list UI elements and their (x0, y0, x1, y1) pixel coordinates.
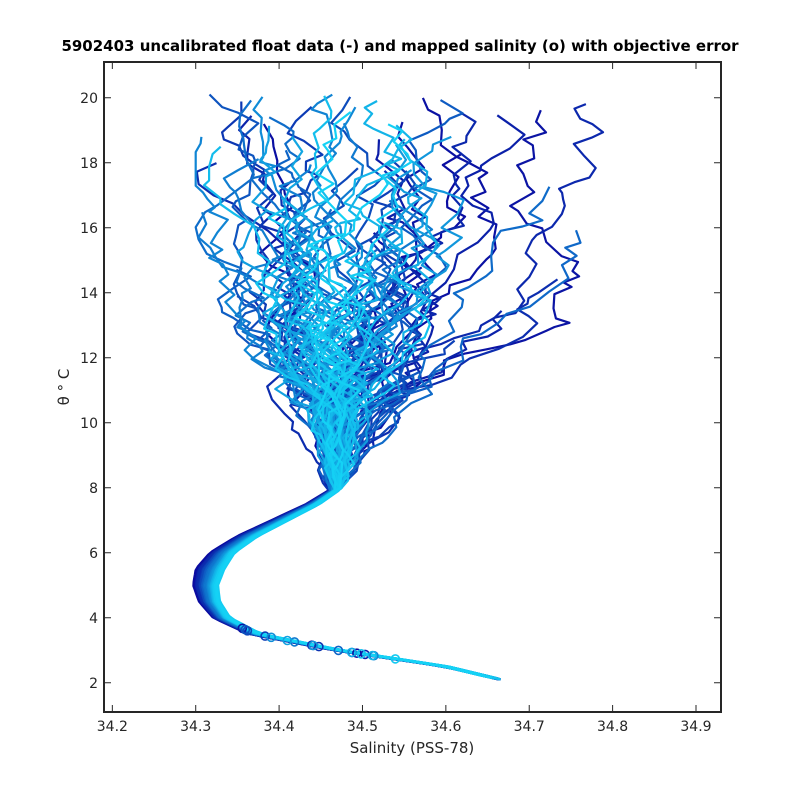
y-tick-label: 14 (80, 286, 98, 302)
mapped-salinity-marker (333, 645, 344, 656)
y-tick-label: 10 (80, 416, 98, 432)
x-tick-label: 34.9 (680, 719, 711, 735)
y-axis-ticks: 2 4 6 8 10 12 14 16 18 20 (80, 91, 721, 692)
x-tick-label: 34.4 (264, 719, 295, 735)
profile-lines (192, 93, 605, 681)
x-tick-label: 34.8 (597, 719, 628, 735)
x-tick-label: 34.3 (180, 719, 211, 735)
mapped-salinity-marker (314, 641, 324, 652)
x-axis-label: Salinity (PSS-78) (350, 739, 475, 757)
mapped-salinity-marker (367, 650, 378, 661)
y-tick-label: 20 (80, 91, 98, 107)
profile-line (205, 186, 551, 681)
x-tick-label: 34.5 (347, 719, 378, 735)
y-tick-label: 2 (89, 676, 98, 692)
y-tick-label: 6 (89, 546, 98, 562)
mapped-salinity-marker (282, 635, 293, 646)
x-tick-label: 34.7 (514, 719, 545, 735)
y-tick-label: 12 (80, 351, 98, 367)
mapped-salinity-marker (356, 648, 367, 659)
y-tick-label: 4 (89, 611, 98, 627)
chart-title: 5902403 uncalibrated float data (-) and … (61, 37, 739, 55)
x-tick-label: 34.2 (97, 719, 128, 735)
mapped-salinity-marker (346, 647, 357, 658)
mapped-salinity-marker (240, 624, 251, 635)
x-tick-label: 34.6 (430, 719, 461, 735)
y-tick-label: 18 (80, 156, 98, 172)
y-tick-label: 8 (89, 481, 98, 497)
mapped-salinity-marker (266, 632, 277, 643)
mapped-salinity-marker (308, 640, 319, 651)
y-axis-label: θ ° C (55, 369, 73, 406)
mapped-salinity-marker (390, 654, 401, 664)
mapped-salinity-marker (260, 631, 270, 641)
y-tick-label: 16 (80, 221, 98, 237)
profile-line (215, 111, 483, 677)
profile-line (216, 273, 497, 680)
x-axis-ticks: 34.2 34.3 34.4 34.5 34.6 34.7 34.8 34.9 (97, 62, 712, 735)
mapped-salinity-points (237, 623, 401, 664)
plot-area-frame (103, 61, 722, 713)
